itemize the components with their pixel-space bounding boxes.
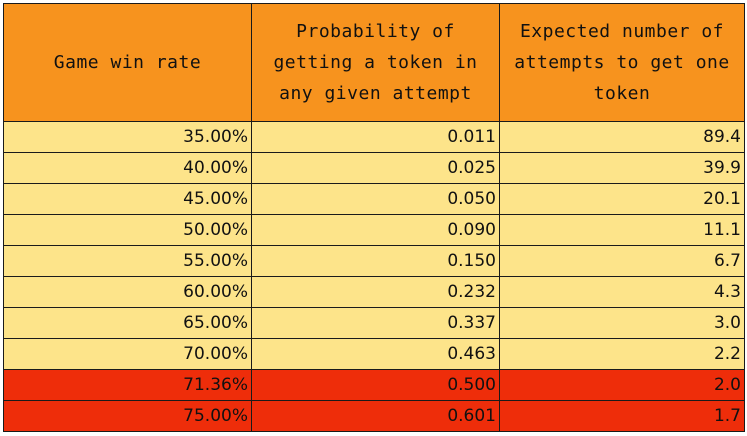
cell-win-rate[interactable]: 71.36% bbox=[3, 369, 252, 401]
table-row: 60.00% 0.232 4.3 bbox=[3, 276, 745, 308]
cell-expected-attempts[interactable]: 2.2 bbox=[499, 338, 745, 370]
cell-win-rate[interactable]: 45.00% bbox=[3, 183, 252, 215]
cell-expected-attempts[interactable]: 1.7 bbox=[499, 400, 745, 432]
cell-probability[interactable]: 0.025 bbox=[251, 152, 500, 184]
cell-expected-attempts[interactable]: 20.1 bbox=[499, 183, 745, 215]
cell-probability[interactable]: 0.150 bbox=[251, 245, 500, 277]
cell-win-rate[interactable]: 40.00% bbox=[3, 152, 252, 184]
cell-probability[interactable]: 0.090 bbox=[251, 214, 500, 246]
table-row: 70.00% 0.463 2.2 bbox=[3, 338, 745, 370]
cell-win-rate[interactable]: 50.00% bbox=[3, 214, 252, 246]
table-row-highlighted: 75.00% 0.601 1.7 bbox=[3, 400, 745, 432]
cell-win-rate[interactable]: 70.00% bbox=[3, 338, 252, 370]
cell-expected-attempts[interactable]: 4.3 bbox=[499, 276, 745, 308]
header-token-probability[interactable]: Probability of getting a token in any gi… bbox=[251, 3, 500, 122]
cell-probability[interactable]: 0.232 bbox=[251, 276, 500, 308]
cell-probability[interactable]: 0.601 bbox=[251, 400, 500, 432]
table-row: 40.00% 0.025 39.9 bbox=[3, 152, 745, 184]
header-game-win-rate[interactable]: Game win rate bbox=[3, 3, 252, 122]
cell-win-rate[interactable]: 35.00% bbox=[3, 121, 252, 153]
cell-expected-attempts[interactable]: 89.4 bbox=[499, 121, 745, 153]
cell-expected-attempts[interactable]: 2.0 bbox=[499, 369, 745, 401]
cell-probability[interactable]: 0.500 bbox=[251, 369, 500, 401]
cell-win-rate[interactable]: 60.00% bbox=[3, 276, 252, 308]
spreadsheet-table-region: Game win rate Probability of getting a t… bbox=[3, 3, 745, 433]
table-row: 55.00% 0.150 6.7 bbox=[3, 245, 745, 277]
cell-probability[interactable]: 0.050 bbox=[251, 183, 500, 215]
cell-expected-attempts[interactable]: 39.9 bbox=[499, 152, 745, 184]
cell-win-rate[interactable]: 55.00% bbox=[3, 245, 252, 277]
table-row: 65.00% 0.337 3.0 bbox=[3, 307, 745, 339]
cell-probability[interactable]: 0.337 bbox=[251, 307, 500, 339]
cell-expected-attempts[interactable]: 11.1 bbox=[499, 214, 745, 246]
cell-win-rate[interactable]: 65.00% bbox=[3, 307, 252, 339]
cell-probability[interactable]: 0.463 bbox=[251, 338, 500, 370]
cell-probability[interactable]: 0.011 bbox=[251, 121, 500, 153]
table-row: 45.00% 0.050 20.1 bbox=[3, 183, 745, 215]
table-body: 35.00% 0.011 89.4 40.00% 0.025 39.9 45.00% 0.05… bbox=[3, 121, 745, 432]
table-row: 50.00% 0.090 11.1 bbox=[3, 214, 745, 246]
header-row: Game win rate Probability of getting a t… bbox=[3, 3, 745, 122]
cell-win-rate[interactable]: 75.00% bbox=[3, 400, 252, 432]
cell-expected-attempts[interactable]: 6.7 bbox=[499, 245, 745, 277]
cell-expected-attempts[interactable]: 3.0 bbox=[499, 307, 745, 339]
table-row: 35.00% 0.011 89.4 bbox=[3, 121, 745, 153]
win-rate-table: Game win rate Probability of getting a t… bbox=[3, 3, 745, 432]
table-row-highlighted: 71.36% 0.500 2.0 bbox=[3, 369, 745, 401]
header-expected-attempts[interactable]: Expected number of attempts to get one t… bbox=[499, 3, 745, 122]
